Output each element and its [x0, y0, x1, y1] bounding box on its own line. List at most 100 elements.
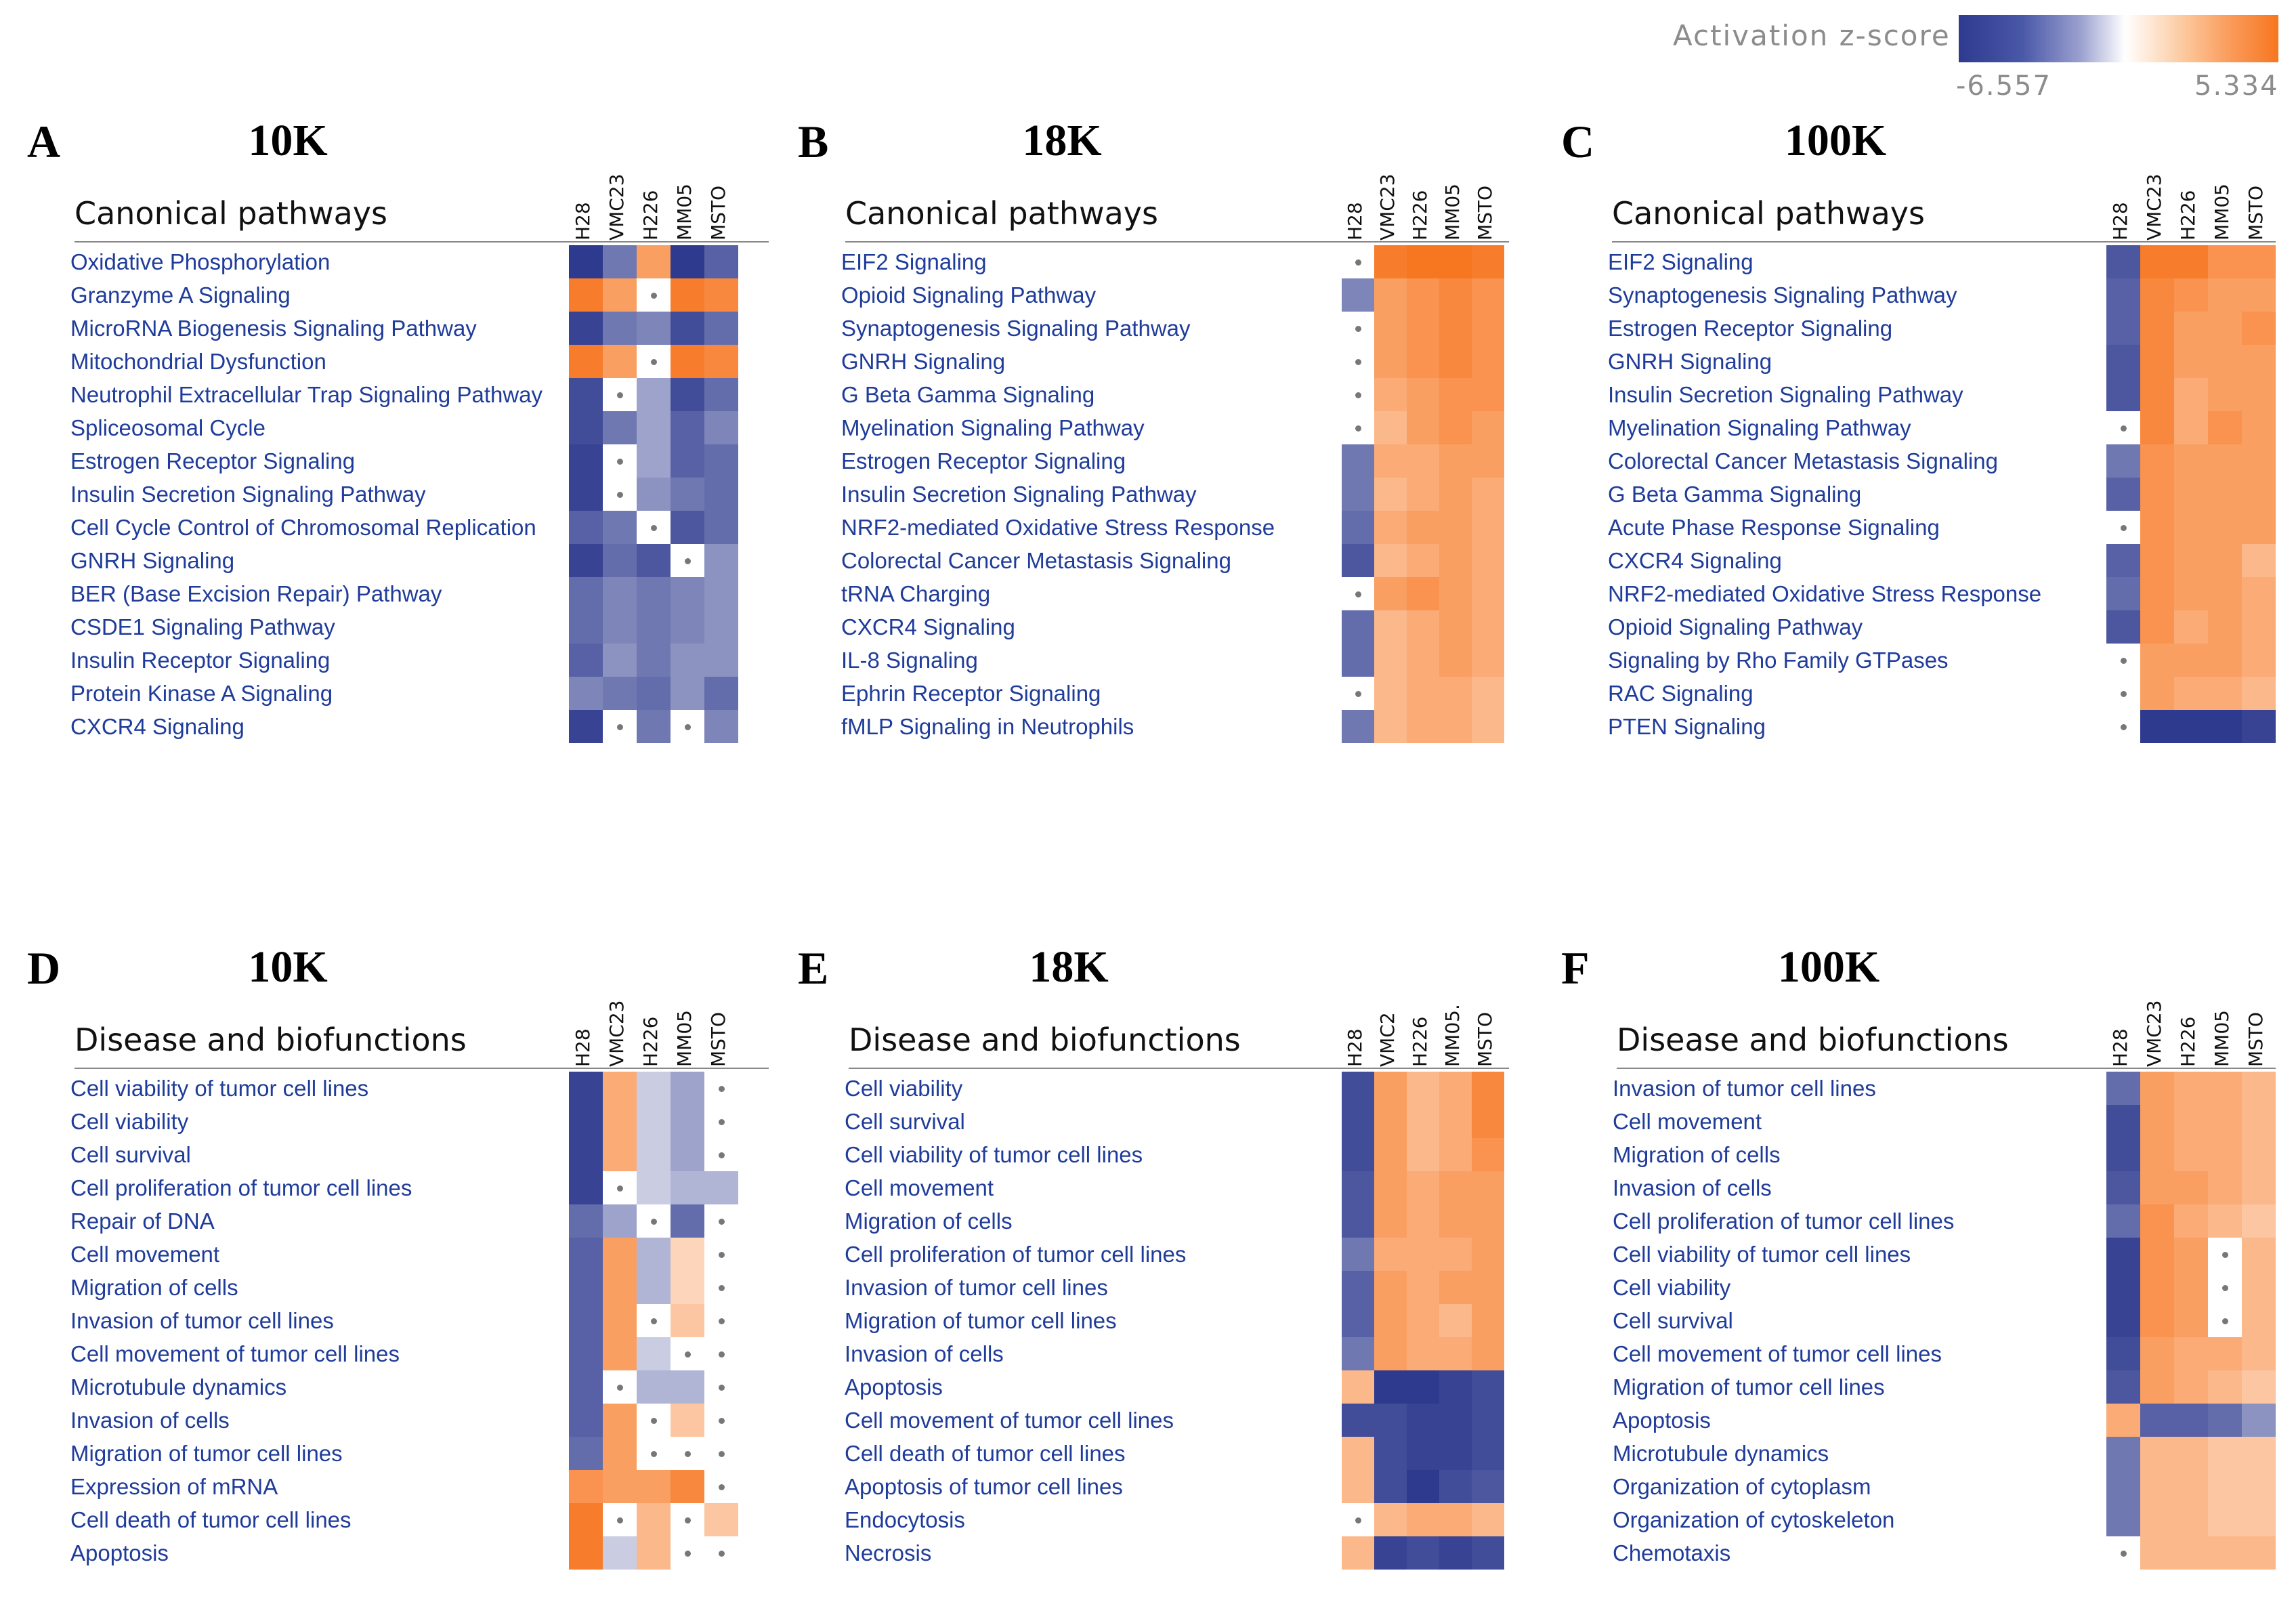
row-label[interactable]: Migration of tumor cell lines — [70, 1441, 343, 1466]
row-label[interactable]: Colorectal Cancer Metastasis Signaling — [1608, 448, 1998, 474]
heatmap-cell[interactable] — [603, 1304, 637, 1337]
heatmap-cell[interactable] — [1439, 1171, 1472, 1204]
heatmap-cell[interactable] — [1472, 1337, 1504, 1370]
heatmap-cell[interactable] — [2208, 677, 2242, 710]
heatmap-cell[interactable] — [2174, 378, 2208, 411]
heatmap-cell[interactable] — [1374, 1271, 1407, 1304]
heatmap-cell[interactable] — [2242, 245, 2276, 278]
heatmap-cell[interactable] — [2242, 444, 2276, 478]
heatmap-cell[interactable] — [637, 1337, 671, 1370]
heatmap-cell[interactable] — [1472, 577, 1504, 610]
heatmap-cell[interactable] — [1407, 1370, 1439, 1404]
heatmap-cell[interactable] — [1374, 511, 1407, 544]
heatmap-cell[interactable] — [2174, 1337, 2208, 1370]
heatmap-cell[interactable] — [1407, 1204, 1439, 1238]
heatmap-cell[interactable] — [603, 1404, 637, 1437]
heatmap-cell[interactable] — [1439, 411, 1472, 444]
row-label[interactable]: Spliceosomal Cycle — [70, 415, 265, 440]
heatmap-cell[interactable] — [603, 610, 637, 644]
heatmap-cell[interactable] — [569, 1404, 603, 1437]
heatmap-cell[interactable] — [2208, 1437, 2242, 1470]
heatmap-cell[interactable] — [671, 677, 704, 710]
row-label[interactable]: Microtubule dynamics — [1613, 1441, 1829, 1466]
row-label[interactable]: EIF2 Signaling — [841, 249, 987, 274]
row-label[interactable]: Chemotaxis — [1613, 1540, 1731, 1565]
heatmap-cell[interactable] — [1407, 1105, 1439, 1138]
heatmap-cell[interactable] — [1472, 1271, 1504, 1304]
row-label[interactable]: Cell movement of tumor cell lines — [1613, 1341, 1942, 1366]
heatmap-cell[interactable] — [2140, 1138, 2174, 1171]
heatmap-cell[interactable] — [2242, 511, 2276, 544]
heatmap-cell[interactable] — [603, 1337, 637, 1370]
heatmap-cell[interactable] — [603, 345, 637, 378]
heatmap-cell[interactable] — [569, 1204, 603, 1238]
heatmap-cell[interactable] — [2242, 1503, 2276, 1536]
heatmap-cell[interactable] — [2140, 1337, 2174, 1370]
heatmap-cell[interactable] — [1374, 444, 1407, 478]
row-label[interactable]: Cell movement of tumor cell lines — [845, 1408, 1174, 1433]
heatmap-cell[interactable] — [1342, 1370, 1374, 1404]
heatmap-cell[interactable] — [2208, 1370, 2242, 1404]
heatmap-cell[interactable] — [1439, 345, 1472, 378]
row-label[interactable]: MicroRNA Biogenesis Signaling Pathway — [70, 316, 477, 341]
row-label[interactable]: Microtubule dynamics — [70, 1374, 287, 1400]
row-label[interactable]: Cell viability of tumor cell lines — [845, 1142, 1143, 1167]
heatmap-cell[interactable] — [2242, 345, 2276, 378]
heatmap-cell[interactable] — [2242, 1238, 2276, 1271]
heatmap-cell[interactable] — [671, 411, 704, 444]
heatmap-cell[interactable] — [2242, 1437, 2276, 1470]
heatmap-cell[interactable] — [569, 1238, 603, 1271]
heatmap-cell[interactable] — [1407, 278, 1439, 312]
heatmap-cell[interactable] — [671, 1072, 704, 1105]
heatmap-cell[interactable] — [1439, 1337, 1472, 1370]
heatmap-cell[interactable] — [2140, 278, 2174, 312]
heatmap-cell[interactable] — [1472, 245, 1504, 278]
heatmap-cell[interactable] — [2106, 1470, 2140, 1503]
heatmap-cell[interactable] — [2174, 644, 2208, 677]
heatmap-cell[interactable] — [637, 1370, 671, 1404]
row-label[interactable]: Necrosis — [845, 1540, 932, 1565]
heatmap-cell[interactable] — [671, 478, 704, 511]
heatmap-cell[interactable] — [2106, 1138, 2140, 1171]
heatmap-cell[interactable] — [2242, 1536, 2276, 1570]
heatmap-cell[interactable] — [2208, 1138, 2242, 1171]
heatmap-cell[interactable] — [2174, 1171, 2208, 1204]
row-label[interactable]: Cell proliferation of tumor cell lines — [70, 1175, 412, 1200]
heatmap-cell[interactable] — [2242, 544, 2276, 577]
heatmap-cell[interactable] — [2208, 345, 2242, 378]
heatmap-cell[interactable] — [1439, 544, 1472, 577]
row-label[interactable]: GNRH Signaling — [841, 349, 1006, 374]
row-label[interactable]: Expression of mRNA — [70, 1474, 278, 1499]
row-label[interactable]: BER (Base Excision Repair) Pathway — [70, 581, 442, 606]
heatmap-cell[interactable] — [1374, 1370, 1407, 1404]
heatmap-cell[interactable] — [2174, 1503, 2208, 1536]
heatmap-cell[interactable] — [569, 245, 603, 278]
heatmap-cell[interactable] — [1439, 1204, 1472, 1238]
heatmap-cell[interactable] — [569, 378, 603, 411]
heatmap-cell[interactable] — [1407, 644, 1439, 677]
row-label[interactable]: Cell viability of tumor cell lines — [70, 1076, 369, 1101]
heatmap-cell[interactable] — [2140, 1238, 2174, 1271]
heatmap-cell[interactable] — [1439, 312, 1472, 345]
heatmap-cell[interactable] — [2208, 312, 2242, 345]
row-label[interactable]: GNRH Signaling — [1608, 349, 1772, 374]
heatmap-cell[interactable] — [603, 577, 637, 610]
heatmap-cell[interactable] — [2106, 610, 2140, 644]
heatmap-cell[interactable] — [637, 411, 671, 444]
heatmap-cell[interactable] — [2140, 544, 2174, 577]
heatmap-cell[interactable] — [603, 1536, 637, 1570]
heatmap-cell[interactable] — [1374, 644, 1407, 677]
heatmap-cell[interactable] — [2106, 1171, 2140, 1204]
heatmap-cell[interactable] — [637, 610, 671, 644]
heatmap-cell[interactable] — [2140, 312, 2174, 345]
row-label[interactable]: tRNA Charging — [841, 581, 991, 606]
heatmap-cell[interactable] — [1472, 1536, 1504, 1570]
heatmap-cell[interactable] — [2174, 511, 2208, 544]
heatmap-cell[interactable] — [1342, 710, 1374, 743]
heatmap-cell[interactable] — [637, 378, 671, 411]
row-label[interactable]: CXCR4 Signaling — [841, 614, 1015, 639]
heatmap-cell[interactable] — [1472, 278, 1504, 312]
heatmap-cell[interactable] — [2242, 677, 2276, 710]
row-label[interactable]: Migration of cells — [70, 1275, 238, 1300]
heatmap-cell[interactable] — [569, 644, 603, 677]
